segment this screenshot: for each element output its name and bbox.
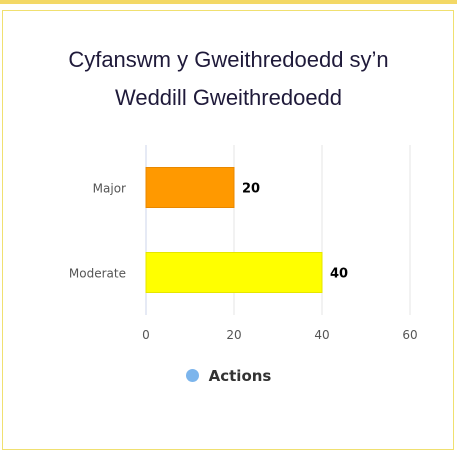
bar-major bbox=[145, 167, 235, 208]
chart-panel bbox=[2, 10, 454, 450]
chart-title-line-2: Weddill Gweithredoedd bbox=[114, 85, 343, 110]
category-label-major: Major bbox=[93, 182, 126, 196]
legend-marker-icon bbox=[185, 369, 199, 382]
x-tick-label-3: 60 bbox=[402, 328, 417, 342]
legend-label: Actions bbox=[208, 367, 272, 385]
data-label-moderate: 40 bbox=[330, 267, 348, 282]
x-tick-label-0: 0 bbox=[142, 328, 150, 342]
panel-top-border bbox=[0, 0, 457, 4]
chart-legend[interactable]: Actions bbox=[0, 367, 457, 385]
bar-moderate bbox=[145, 252, 323, 293]
x-tick-label-2: 40 bbox=[314, 328, 329, 342]
chart-title-line-1: Cyfanswm y Gweithredoedd sy’n bbox=[68, 47, 389, 72]
data-label-major: 20 bbox=[242, 182, 260, 197]
x-tick-label-1: 20 bbox=[226, 328, 241, 342]
category-label-moderate: Moderate bbox=[69, 267, 126, 281]
